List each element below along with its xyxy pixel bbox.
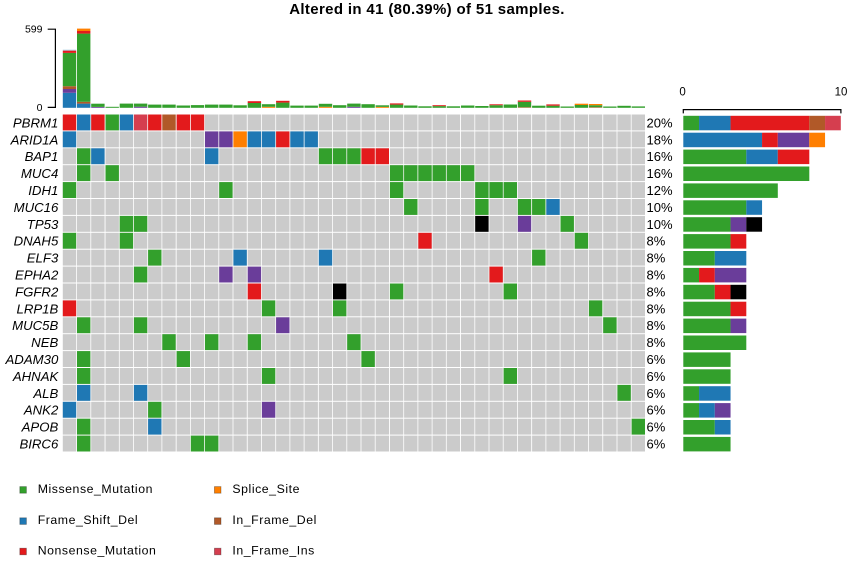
svg-text:8%: 8%: [647, 234, 666, 249]
svg-text:IDH1: IDH1: [28, 183, 58, 198]
svg-text:DNAH5: DNAH5: [14, 234, 59, 249]
svg-text:0: 0: [679, 87, 685, 99]
svg-text:ANK2: ANK2: [23, 403, 59, 418]
svg-text:18%: 18%: [647, 132, 673, 147]
svg-text:ELF3: ELF3: [27, 251, 59, 266]
svg-text:16%: 16%: [647, 149, 673, 164]
svg-text:APOB: APOB: [21, 420, 59, 435]
svg-text:MUC16: MUC16: [14, 200, 59, 215]
svg-text:0: 0: [37, 102, 43, 114]
svg-text:LRP1B: LRP1B: [17, 301, 59, 316]
svg-text:Frame_Shift_Del: Frame_Shift_Del: [38, 513, 139, 527]
svg-text:6%: 6%: [647, 420, 666, 435]
svg-text:8%: 8%: [647, 251, 666, 266]
svg-text:ALB: ALB: [32, 386, 58, 401]
svg-text:6%: 6%: [647, 403, 666, 418]
svg-text:AHNAK: AHNAK: [12, 369, 60, 384]
svg-text:Missense_Mutation: Missense_Mutation: [38, 482, 153, 496]
svg-text:PBRM1: PBRM1: [13, 115, 58, 130]
svg-text:12%: 12%: [647, 183, 673, 198]
svg-text:20%: 20%: [647, 115, 673, 130]
svg-text:8%: 8%: [647, 284, 666, 299]
svg-text:In_Frame_Del: In_Frame_Del: [232, 513, 317, 527]
svg-text:10%: 10%: [647, 200, 673, 215]
svg-text:6%: 6%: [647, 386, 666, 401]
svg-text:Altered in 41 (80.39%) of 51 s: Altered in 41 (80.39%) of 51 samples.: [289, 1, 565, 18]
svg-text:MUC4: MUC4: [21, 166, 58, 181]
svg-text:6%: 6%: [647, 437, 666, 452]
svg-text:8%: 8%: [647, 301, 666, 316]
svg-text:BIRC6: BIRC6: [19, 437, 59, 452]
svg-text:6%: 6%: [647, 352, 666, 367]
svg-text:TP53: TP53: [27, 217, 59, 232]
svg-text:8%: 8%: [647, 335, 666, 350]
svg-text:ADAM30: ADAM30: [5, 352, 59, 367]
svg-text:Nonsense_Mutation: Nonsense_Mutation: [38, 544, 157, 558]
svg-text:599: 599: [25, 23, 43, 35]
svg-text:BAP1: BAP1: [25, 149, 59, 164]
svg-text:NEB: NEB: [31, 335, 58, 350]
svg-text:ARID1A: ARID1A: [10, 132, 59, 147]
svg-text:6%: 6%: [647, 369, 666, 384]
svg-text:FGFR2: FGFR2: [15, 284, 59, 299]
svg-text:10: 10: [835, 87, 848, 99]
svg-text:Splice_Site: Splice_Site: [232, 482, 300, 496]
svg-text:16%: 16%: [647, 166, 673, 181]
svg-text:EPHA2: EPHA2: [15, 268, 59, 283]
svg-text:8%: 8%: [647, 268, 666, 283]
svg-text:10%: 10%: [647, 217, 673, 232]
svg-text:8%: 8%: [647, 318, 666, 333]
svg-text:In_Frame_Ins: In_Frame_Ins: [232, 544, 314, 558]
svg-text:MUC5B: MUC5B: [12, 318, 58, 333]
